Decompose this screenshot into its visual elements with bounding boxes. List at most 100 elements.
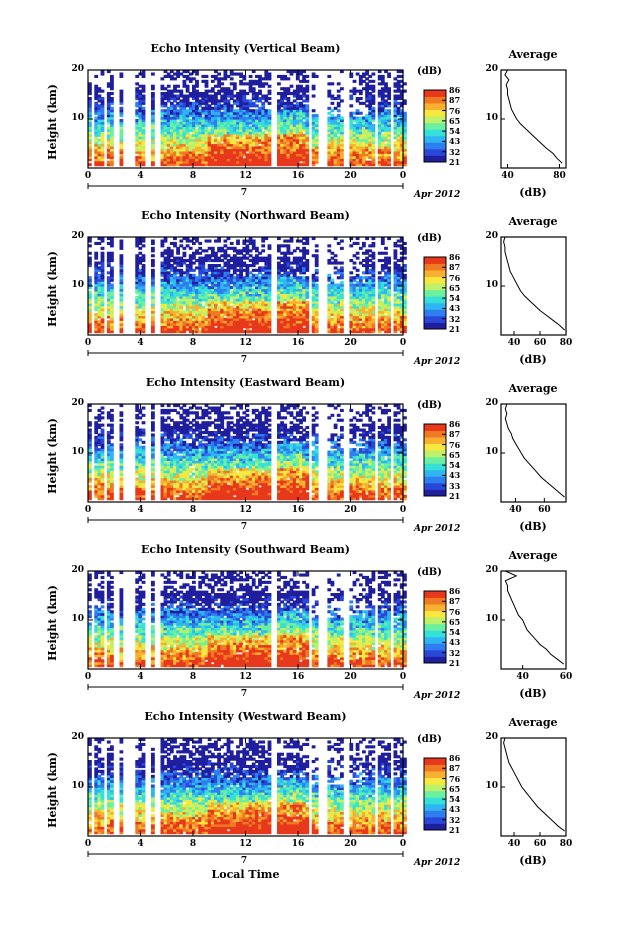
y-tick-label: 10: [71, 447, 84, 457]
average-x-axis-label: (dB): [519, 520, 547, 533]
x-tick-label: 0: [84, 338, 92, 348]
beam-panel-2: 0 4 8 12 16 20 0 20 10 7 Apr 2012 Echo Intensity (N…: [0, 209, 621, 377]
y-tick-label: 10: [71, 614, 84, 624]
average-x-tick-label: 60: [559, 672, 573, 682]
colorbar-tick-label: 54: [449, 293, 461, 304]
y-tick-label: 20: [71, 732, 84, 742]
heatmap-cells: [88, 404, 407, 501]
day-label: 7: [240, 689, 248, 699]
colorbar-tick-label: 76: [449, 773, 461, 784]
heatmap-cells: [88, 70, 407, 167]
colorbar-tick-label: 65: [449, 449, 461, 460]
y-axis-label: Height (km): [46, 251, 59, 327]
x-axis-label: Local Time: [211, 868, 280, 881]
colorbar-tick-label: 21: [449, 157, 461, 167]
average-y-tick-label: 20: [485, 398, 498, 408]
colorbar-tick-label: 43: [449, 637, 461, 648]
panel-graphics: [87, 236, 567, 356]
colorbar-tick-label: 43: [449, 136, 461, 147]
x-tick-label: 20: [344, 672, 357, 682]
colorbar-tick-label: 65: [449, 783, 461, 794]
colorbar-tick-label: 87: [449, 95, 461, 106]
x-tick-label: 20: [344, 171, 357, 181]
y-tick-label: 20: [71, 64, 84, 74]
x-tick-label: 12: [239, 505, 252, 515]
colorbar-title: (dB): [417, 567, 442, 578]
average-x-tick-label: 60: [538, 505, 551, 515]
colorbar-tick-label: 32: [449, 146, 461, 157]
x-tick-label: 16: [291, 672, 305, 682]
x-tick-label: 8: [189, 505, 197, 515]
day-label: 7: [240, 188, 248, 198]
date-label: Apr 2012: [414, 691, 461, 701]
x-tick-label: 0: [84, 839, 92, 849]
colorbar-tick-label: 54: [449, 627, 461, 638]
average-y-tick-label: 10: [485, 447, 498, 457]
average-x-tick-label: 40: [516, 672, 529, 682]
average-x-axis-label: (dB): [519, 186, 547, 199]
panel-graphics: [87, 69, 567, 189]
beam-panel-3: 0 4 8 12 16 20 0 20 10 7 Apr 2012 Echo Intensity (E…: [0, 376, 621, 544]
average-profile-line: [504, 403, 565, 498]
colorbar-tick-label: 21: [449, 825, 461, 835]
average-title: Average: [508, 549, 558, 562]
average-y-tick-label: 10: [485, 280, 498, 290]
beam-panel-5: 0 4 8 12 16 20 0 20 10 7 Apr 2012 Echo Intensity (W…: [0, 710, 621, 878]
x-tick-label: 12: [239, 672, 252, 682]
x-tick-label: 4: [137, 672, 144, 682]
colorbar-tick-label: 86: [449, 85, 461, 95]
colorbar-tick-label: 86: [449, 753, 461, 763]
panel-graphics: [87, 737, 567, 857]
y-axis-label: Height (km): [46, 585, 59, 661]
average-profile-line: [503, 737, 566, 832]
average-x-tick-label: 80: [559, 839, 573, 849]
y-tick-label: 10: [71, 280, 84, 290]
heatmap-cells: [88, 571, 407, 668]
average-profile-line: [503, 236, 566, 331]
colorbar-tick-label: 76: [449, 606, 461, 617]
date-label: Apr 2012: [414, 357, 461, 367]
x-tick-label: 4: [137, 338, 144, 348]
date-label: Apr 2012: [414, 858, 461, 868]
average-x-tick-label: 40: [501, 171, 514, 181]
x-tick-label: 4: [137, 171, 144, 181]
colorbar-tick-label: 54: [449, 460, 461, 471]
average-x-tick-label: 80: [559, 338, 573, 348]
colorbar-tick-label: 32: [449, 313, 461, 324]
colorbar-title: (dB): [417, 734, 442, 745]
colorbar-tick-label: 43: [449, 303, 461, 314]
colorbar-tick-label: 54: [449, 126, 461, 137]
y-axis-label: Height (km): [46, 752, 59, 828]
colorbar-tick-label: 86: [449, 252, 461, 262]
colorbar-tick-label: 87: [449, 763, 461, 774]
average-x-tick-label: 40: [509, 505, 522, 515]
panel-graphics: [87, 570, 567, 690]
y-tick-label: 10: [71, 781, 84, 791]
colorbar-tick-label: 86: [449, 419, 461, 429]
x-tick-label: 0: [84, 672, 92, 682]
average-title: Average: [508, 716, 558, 729]
colorbar-tick-label: 65: [449, 115, 461, 126]
average-x-tick-label: 40: [507, 338, 521, 348]
x-tick-label: 16: [291, 839, 305, 849]
colorbar-tick-label: 32: [449, 814, 461, 825]
colorbar-tick-label: 33: [449, 480, 461, 491]
average-title: Average: [508, 215, 558, 228]
colorbar-title: (dB): [417, 66, 442, 77]
x-tick-label: 4: [137, 505, 144, 515]
x-tick-label: 0: [399, 338, 407, 348]
x-tick-label: 0: [399, 505, 407, 515]
colorbar-tick-label: 87: [449, 596, 461, 607]
y-tick-label: 20: [71, 398, 84, 408]
colorbar-tick-label: 43: [449, 470, 461, 481]
colorbar-tick-label: 86: [449, 586, 461, 596]
panel-title: Echo Intensity (Vertical Beam): [150, 42, 341, 55]
colorbar-tick-label: 21: [449, 658, 461, 668]
x-tick-label: 12: [239, 171, 252, 181]
heatmap-cells: [88, 738, 407, 835]
x-tick-label: 0: [84, 171, 92, 181]
x-tick-label: 12: [239, 839, 252, 849]
average-x-tick-label: 60: [533, 839, 547, 849]
average-x-axis-label: (dB): [519, 687, 547, 700]
x-tick-label: 12: [239, 338, 252, 348]
